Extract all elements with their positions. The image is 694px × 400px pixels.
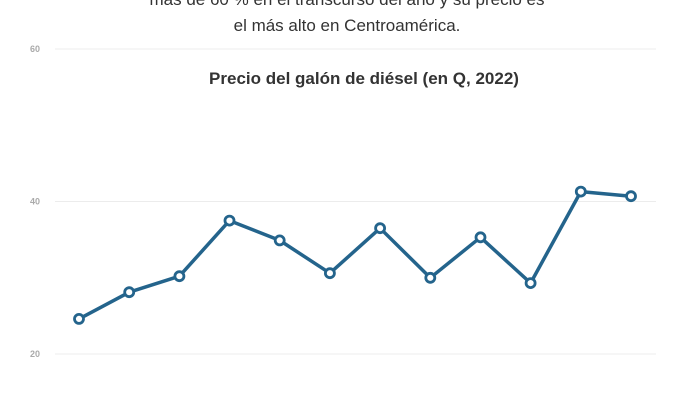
data-point-2[interactable] bbox=[123, 286, 136, 299]
chart-title: Precio del galón de diésel (en Q, 2022) bbox=[209, 69, 519, 88]
y-tick-label-40: 40 bbox=[30, 197, 40, 207]
data-point-8[interactable] bbox=[424, 271, 437, 284]
y-tick-label-60: 60 bbox=[30, 44, 40, 54]
y-tick-label-20: 20 bbox=[30, 349, 40, 359]
series-group bbox=[73, 185, 637, 325]
data-point-9[interactable] bbox=[474, 231, 487, 244]
data-point-3[interactable] bbox=[173, 270, 186, 283]
intro-line-1: más de 60 % en el transcurso del año y s… bbox=[0, 0, 694, 13]
grid-lines bbox=[55, 48, 656, 355]
data-point-10[interactable] bbox=[524, 277, 537, 290]
data-point-4[interactable] bbox=[223, 214, 236, 227]
series-line-0 bbox=[77, 189, 633, 321]
data-point-6[interactable] bbox=[323, 267, 336, 280]
data-point-7[interactable] bbox=[374, 222, 387, 235]
data-point-12[interactable] bbox=[625, 190, 637, 203]
y-axis-ticks: 20 40 60 bbox=[30, 44, 40, 359]
intro-text: más de 60 % en el transcurso del año y s… bbox=[0, 0, 694, 39]
intro-line-2: el más alto en Centroamérica. bbox=[233, 16, 461, 35]
data-point-11[interactable] bbox=[574, 185, 587, 198]
data-point-1[interactable] bbox=[73, 312, 85, 325]
data-point-5[interactable] bbox=[273, 234, 286, 247]
